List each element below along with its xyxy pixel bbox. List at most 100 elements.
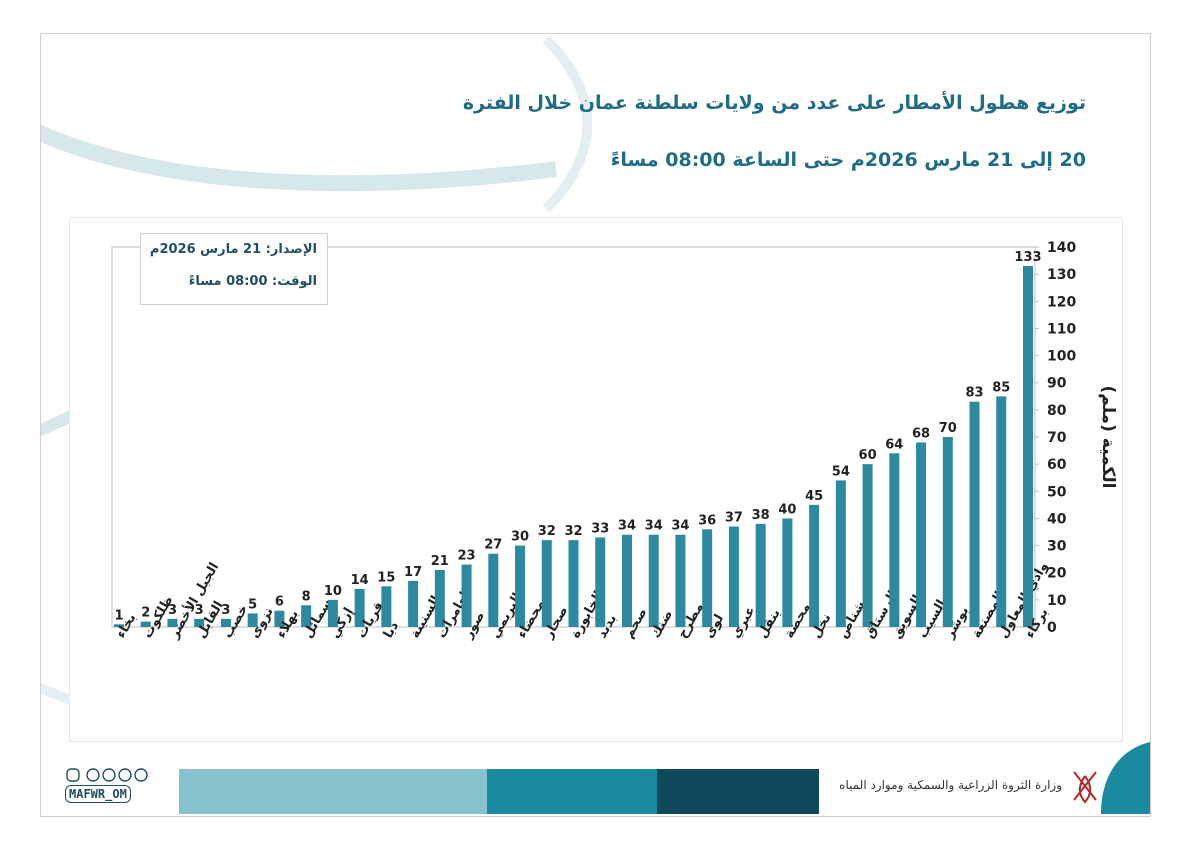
y-tick-label: 80 [1047, 403, 1067, 419]
bar-value-label: 34 [645, 519, 663, 534]
bar-value-label: 14 [351, 573, 369, 588]
tiktok-icon [134, 768, 148, 782]
bar-value-label: 23 [458, 549, 476, 564]
oman-emblem-icon [1073, 771, 1097, 804]
bar-value-label: 70 [939, 421, 957, 436]
bar [114, 624, 124, 627]
y-tick-label: 50 [1047, 484, 1067, 500]
bar-value-label: 32 [564, 524, 582, 539]
chart-title-line1: توزيع هطول الأمطار على عدد من ولايات سلط… [462, 92, 1086, 114]
bar [194, 618, 205, 627]
y-tick-label: 40 [1047, 511, 1067, 527]
bar-value-label: 54 [832, 464, 850, 479]
social-icons [66, 768, 148, 782]
bar [541, 540, 552, 627]
bar [996, 396, 1007, 627]
bar-value-label: 8 [302, 589, 311, 604]
bar-value-label: 15 [377, 570, 395, 585]
bar-value-label: 60 [859, 448, 877, 463]
bar [167, 618, 178, 627]
y-tick-label: 130 [1047, 267, 1076, 283]
bar [702, 529, 713, 627]
bar [1023, 266, 1033, 627]
bar-value-label: 10 [324, 584, 342, 599]
footer-bar-light [179, 769, 487, 814]
chart-title-line2: 20 إلى 21 مارس 2026م حتى الساعة 08:00 مس… [610, 149, 1086, 171]
bar-value-label: 33 [591, 521, 609, 536]
bar [835, 480, 846, 627]
footer-bar-mid [487, 769, 657, 814]
y-tick-label: 100 [1047, 349, 1076, 365]
y-tick-label: 140 [1047, 240, 1076, 256]
info-box: الإصدار: 21 مارس 2026م الوقت: 08:00 مساء… [140, 233, 328, 305]
bar-value-label: 133 [1014, 250, 1041, 265]
facebook-icon [86, 768, 100, 782]
bar [354, 589, 365, 627]
page: توزيع هطول الأمطار على عدد من ولايات سلط… [40, 33, 1151, 817]
y-tick-label: 110 [1047, 321, 1076, 337]
ministry-name: وزارة الثروة الزراعية والسمكية وموارد ال… [839, 778, 1062, 792]
bar [140, 621, 151, 627]
bar-value-label: 32 [538, 524, 556, 539]
bar [274, 610, 285, 627]
x-icon [102, 768, 116, 782]
bar [969, 401, 980, 627]
bar [675, 534, 686, 627]
bar-value-label: 85 [992, 380, 1010, 395]
bar [621, 534, 632, 627]
bar-value-label: 83 [965, 386, 983, 401]
bar-value-label: 21 [431, 554, 449, 569]
bar-value-label: 27 [484, 538, 502, 553]
bar-value-label: 40 [778, 502, 796, 517]
bar-value-label: 36 [698, 513, 716, 528]
bar-value-label: 30 [511, 530, 529, 545]
bar-value-label: 34 [671, 519, 689, 534]
y-tick-label: 90 [1047, 376, 1067, 392]
y-tick-label: 30 [1047, 539, 1067, 555]
bar [916, 442, 927, 627]
y-tick-label: 120 [1047, 294, 1076, 310]
y-tick-label: 10 [1047, 593, 1067, 609]
bar-value-label: 45 [805, 489, 823, 504]
bar-value-label: 64 [885, 437, 903, 452]
bar [889, 453, 900, 627]
y-axis-label: الكمية (ملم) [1098, 386, 1118, 489]
bar [595, 537, 606, 627]
bar [434, 570, 445, 627]
bar [301, 605, 312, 627]
bar [220, 618, 231, 627]
y-tick-label: 60 [1047, 457, 1067, 473]
y-tick-label: 20 [1047, 566, 1067, 582]
bar [408, 580, 419, 627]
bar [648, 534, 659, 627]
bar-value-label: 37 [725, 511, 743, 526]
bar [728, 526, 739, 627]
bar [247, 613, 258, 627]
release-time: الوقت: 08:00 مساءً [188, 274, 317, 289]
footer-color-bars [179, 769, 819, 814]
bar-value-label: 3 [195, 603, 204, 618]
y-tick-label: 70 [1047, 430, 1067, 446]
bar [942, 437, 953, 627]
bar [809, 504, 820, 627]
bar [515, 545, 526, 627]
bar [782, 518, 793, 627]
bar-value-label: 68 [912, 426, 930, 441]
y-tick-label: 0 [1047, 620, 1057, 636]
bar-value-label: 17 [404, 565, 422, 580]
bar [327, 599, 338, 627]
bar-value-label: 6 [275, 595, 284, 610]
bar-value-label: 5 [248, 597, 257, 612]
social-handle: MAFWR_OM [65, 785, 131, 803]
bar [862, 464, 873, 627]
instagram-icon [66, 768, 80, 782]
bar-value-label: 3 [221, 603, 230, 618]
bar [461, 564, 472, 627]
release-date: الإصدار: 21 مارس 2026م [149, 242, 317, 257]
rainfall-bar-chart: 0 10 20 30 40 50 60 70 80 90 100 110 120 130 140 الكمية… [111, 240, 1118, 642]
bar-value-label: 34 [618, 519, 636, 534]
bar-value-label: 3 [168, 603, 177, 618]
bar [381, 586, 392, 627]
bar-value-label: 2 [141, 606, 150, 621]
footer-bar-dark [657, 769, 819, 814]
